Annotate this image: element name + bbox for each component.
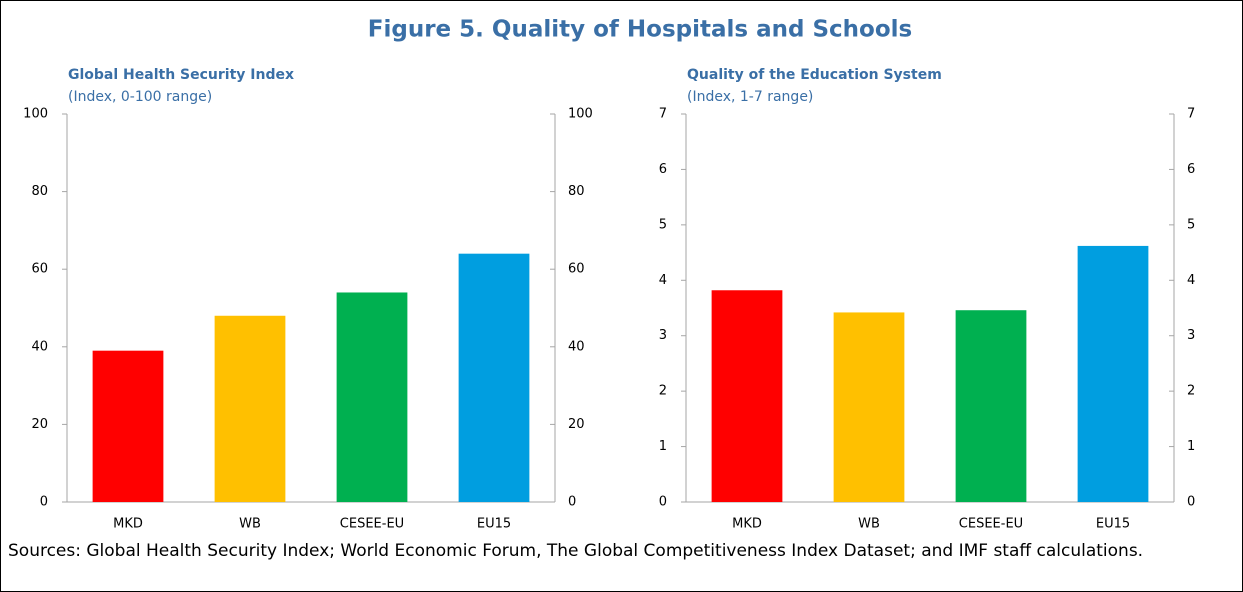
y2-tick-label: 0: [568, 495, 576, 510]
y2-tick-label: 5: [1187, 217, 1195, 232]
y2-tick-label: 7: [1187, 107, 1195, 122]
y2-tick-label: 20: [568, 417, 585, 432]
bar: [336, 292, 408, 502]
bar: [92, 350, 164, 502]
x-tick-label: WB: [858, 517, 880, 532]
x-tick-label: CESEE-EU: [340, 517, 404, 532]
x-tick-label: WB: [239, 517, 261, 532]
panel-subtitle: (Index, 1-7 range): [687, 89, 813, 105]
y2-tick-label: 80: [568, 184, 585, 199]
y-tick-label: 60: [31, 262, 48, 277]
y2-tick-label: 40: [568, 339, 585, 354]
y-tick-label: 4: [659, 273, 667, 288]
y-tick-label: 1: [659, 439, 667, 454]
panel-title: Quality of the Education System: [687, 67, 942, 83]
x-tick-label: MKD: [732, 517, 762, 532]
x-tick-label: EU15: [477, 517, 511, 532]
panel-subtitle: (Index, 0-100 range): [68, 89, 212, 105]
y-tick-label: 0: [659, 495, 667, 510]
y2-tick-label: 0: [1187, 495, 1195, 510]
y-tick-label: 100: [23, 107, 48, 122]
y2-tick-label: 60: [568, 262, 585, 277]
figure-title: Figure 5. Quality of Hospitals and Schoo…: [368, 17, 912, 43]
panel-title: Global Health Security Index: [68, 67, 294, 83]
x-tick-label: CESEE-EU: [959, 517, 1023, 532]
y-tick-label: 80: [31, 184, 48, 199]
bar: [214, 315, 286, 502]
bar: [833, 312, 905, 502]
y-tick-label: 6: [659, 162, 667, 177]
y-tick-label: 20: [31, 417, 48, 432]
y2-tick-label: 6: [1187, 162, 1195, 177]
y2-tick-label: 3: [1187, 328, 1195, 343]
bar: [458, 253, 530, 502]
bar: [955, 310, 1027, 502]
bar: [711, 290, 783, 502]
source-box: Sources: Global Health Security Index; W…: [8, 541, 1144, 561]
y-tick-label: 3: [659, 328, 667, 343]
y2-tick-label: 2: [1187, 384, 1195, 399]
y2-tick-label: 1: [1187, 439, 1195, 454]
source-note: Sources: Global Health Security Index; W…: [8, 541, 1144, 561]
bar: [1077, 245, 1149, 503]
y-tick-label: 0: [40, 495, 48, 510]
y-tick-label: 7: [659, 107, 667, 122]
y-tick-label: 5: [659, 217, 667, 232]
y2-tick-label: 4: [1187, 273, 1195, 288]
y-tick-label: 40: [31, 339, 48, 354]
y2-tick-label: 100: [568, 107, 593, 122]
y-tick-label: 2: [659, 384, 667, 399]
x-tick-label: EU15: [1096, 517, 1130, 532]
x-tick-label: MKD: [113, 517, 143, 532]
